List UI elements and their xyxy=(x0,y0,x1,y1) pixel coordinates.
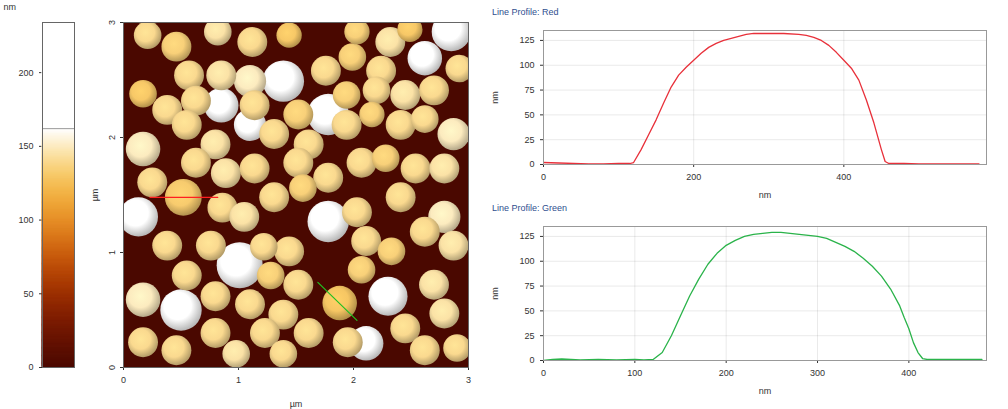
svg-text:400: 400 xyxy=(901,368,916,378)
svg-text:50: 50 xyxy=(23,289,33,299)
svg-text:100: 100 xyxy=(519,256,534,266)
svg-text:1: 1 xyxy=(107,250,117,255)
svg-text:0: 0 xyxy=(121,375,126,385)
svg-text:3: 3 xyxy=(107,20,117,25)
svg-text:200: 200 xyxy=(18,68,33,78)
html-text:Line Profile: Red: Line Profile: Red xyxy=(492,7,559,17)
svg-text:125: 125 xyxy=(519,35,534,45)
svg-text:0: 0 xyxy=(541,172,546,182)
svg-text:nm: nm xyxy=(490,287,500,300)
svg-text:2: 2 xyxy=(107,135,117,140)
svg-text:50: 50 xyxy=(524,306,534,316)
svg-text:0: 0 xyxy=(529,159,534,169)
svg-text:1: 1 xyxy=(236,375,241,385)
svg-text:nm: nm xyxy=(490,91,500,104)
svg-text:100: 100 xyxy=(18,215,33,225)
svg-text:400: 400 xyxy=(836,172,851,182)
svg-text:0: 0 xyxy=(541,368,546,378)
svg-text:0: 0 xyxy=(529,355,534,365)
svg-text:100: 100 xyxy=(627,368,642,378)
svg-text:200: 200 xyxy=(719,368,734,378)
svg-text:75: 75 xyxy=(524,281,534,291)
svg-text:50: 50 xyxy=(524,110,534,120)
svg-text:75: 75 xyxy=(524,85,534,95)
svg-text:150: 150 xyxy=(18,141,33,151)
svg-text:nm: nm xyxy=(759,386,772,396)
svg-text:3: 3 xyxy=(466,375,471,385)
svg-text:125: 125 xyxy=(519,231,534,241)
svg-text:100: 100 xyxy=(519,60,534,70)
svg-text:µm: µm xyxy=(90,189,100,202)
svg-text:25: 25 xyxy=(524,135,534,145)
svg-text:µm: µm xyxy=(290,399,303,409)
svg-text:200: 200 xyxy=(686,172,701,182)
html-text:Line Profile: Green: Line Profile: Green xyxy=(492,203,567,213)
svg-text:2: 2 xyxy=(351,375,356,385)
svg-text:0: 0 xyxy=(107,365,117,370)
svg-text:nm: nm xyxy=(759,190,772,200)
svg-text:300: 300 xyxy=(810,368,825,378)
svg-text:nm: nm xyxy=(4,2,17,12)
svg-text:25: 25 xyxy=(524,331,534,341)
svg-text:0: 0 xyxy=(28,362,33,372)
